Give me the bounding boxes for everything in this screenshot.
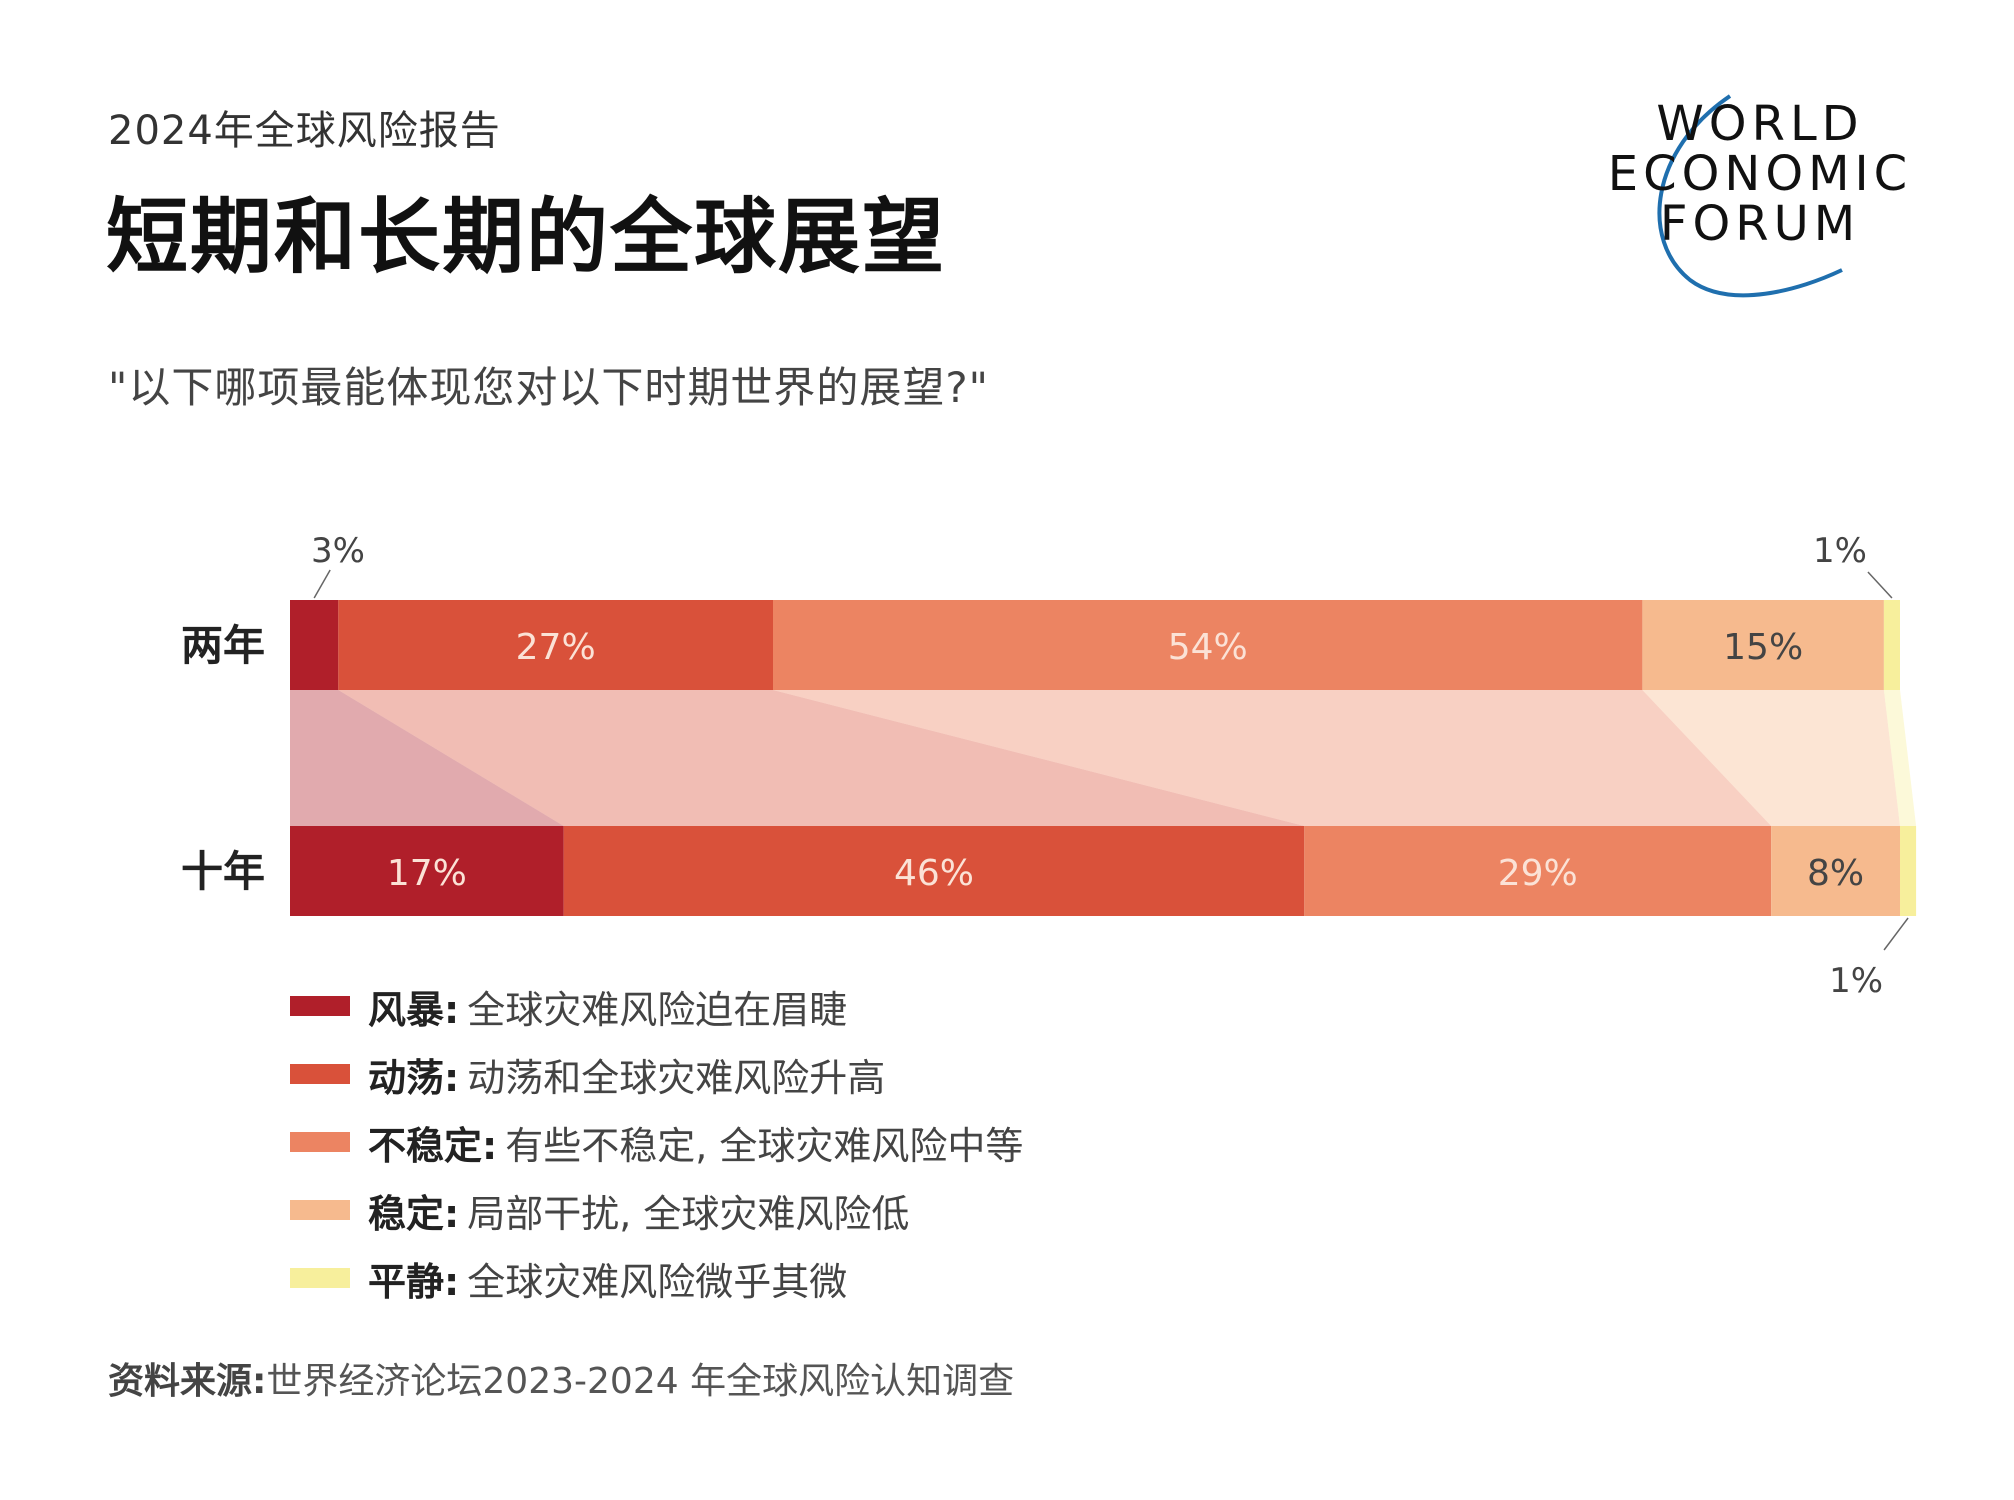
bar-segment-ten-year-turbulent	[563, 826, 1305, 916]
legend-item-unsettled: 不稳定: 有些不稳定, 全球灾难风险中等	[290, 1108, 1023, 1176]
data-label-ten-year-calm: 1%	[1829, 961, 1883, 1001]
category-label-ten-year: 十年	[181, 847, 265, 896]
page-title: 短期和长期的全球展望	[106, 190, 947, 285]
callout-line-two-year-storm	[313, 569, 331, 599]
source-text: 世界经济论坛2023-2024 年全球风险认知调查	[266, 1361, 1015, 1402]
source-label: 资料来源:	[108, 1361, 267, 1402]
legend-swatch-calm	[290, 1268, 350, 1288]
logo-line-forum: FORUM	[1659, 196, 1861, 252]
report-title: 2024年全球风险报告	[108, 108, 501, 154]
source-note: 资料来源:世界经济论坛2023-2024 年全球风险认知调查	[108, 1352, 1014, 1404]
transition-band-storm	[290, 690, 564, 826]
bar-segment-ten-year-stable	[1771, 826, 1900, 916]
category-label-two-year: 两年	[181, 621, 265, 670]
bar-segment-two-year-storm	[290, 600, 339, 690]
legend-swatch-turbulent	[290, 1064, 350, 1084]
data-label-ten-year-turbulent: 46%	[894, 853, 974, 894]
bar-segment-ten-year-unsettled	[1304, 826, 1772, 916]
logo-arc	[1657, 94, 1843, 298]
bar-segment-two-year-stable	[1642, 600, 1884, 690]
legend-term-calm: 平静:	[368, 1259, 460, 1304]
transition-band-stable	[1642, 690, 1900, 826]
legend-desc-calm: 全球灾难风险微乎其微	[467, 1259, 848, 1304]
legend-desc-storm: 全球灾难风险迫在眉睫	[467, 987, 848, 1032]
bar-segment-ten-year-storm	[290, 826, 564, 916]
legend-item-stable: 稳定: 局部干扰, 全球灾难风险低	[290, 1176, 1023, 1244]
legend-item-calm: 平静: 全球灾难风险微乎其微	[290, 1244, 1023, 1312]
survey-question: "以下哪项最能体现您对以下时期世界的展望?"	[108, 363, 989, 412]
bar-segment-two-year-turbulent	[338, 600, 773, 690]
legend-desc-turbulent: 动荡和全球灾难风险升高	[467, 1055, 886, 1100]
bar-segment-two-year-unsettled	[773, 600, 1643, 690]
data-label-ten-year-unsettled: 29%	[1498, 853, 1578, 894]
legend-item-storm: 风暴: 全球灾难风险迫在眉睫	[290, 972, 1023, 1040]
data-label-two-year-storm: 3%	[311, 531, 365, 571]
logo-line-world: WORLD	[1656, 96, 1864, 152]
wef-logo: WORLD ECONOMIC FORUM	[1580, 90, 1940, 300]
callout-line-two-year-calm	[1867, 571, 1893, 599]
data-label-two-year-calm: 1%	[1813, 531, 1867, 571]
chart-legend: 风暴: 全球灾难风险迫在眉睫 动荡: 动荡和全球灾难风险升高 不稳定: 有些不稳…	[290, 972, 1023, 1312]
transition-band-turbulent	[338, 690, 1305, 826]
data-label-two-year-unsettled: 54%	[1168, 627, 1248, 668]
legend-term-unsettled: 不稳定:	[368, 1123, 498, 1168]
transition-band-calm	[1883, 690, 1917, 826]
data-label-two-year-turbulent: 27%	[516, 627, 596, 668]
data-label-ten-year-storm: 17%	[387, 853, 467, 894]
data-label-two-year-stable: 15%	[1723, 627, 1803, 668]
logo-line-economic: ECONOMIC	[1607, 146, 1913, 202]
legend-term-turbulent: 动荡:	[368, 1055, 460, 1100]
legend-swatch-storm	[290, 996, 350, 1016]
transition-band-unsettled	[773, 690, 1772, 826]
legend-swatch-stable	[290, 1200, 350, 1220]
bar-segment-ten-year-calm	[1900, 826, 1917, 916]
legend-term-stable: 稳定:	[368, 1191, 460, 1236]
legend-swatch-unsettled	[290, 1132, 350, 1152]
legend-term-storm: 风暴:	[368, 987, 460, 1032]
legend-desc-unsettled: 有些不稳定, 全球灾难风险中等	[505, 1123, 1024, 1168]
legend-item-turbulent: 动荡: 动荡和全球灾难风险升高	[290, 1040, 1023, 1108]
bar-segment-two-year-calm	[1883, 600, 1900, 690]
legend-desc-stable: 局部干扰, 全球灾难风险低	[467, 1191, 910, 1236]
callout-line-ten-year-calm	[1883, 917, 1909, 951]
data-label-ten-year-stable: 8%	[1807, 853, 1864, 894]
